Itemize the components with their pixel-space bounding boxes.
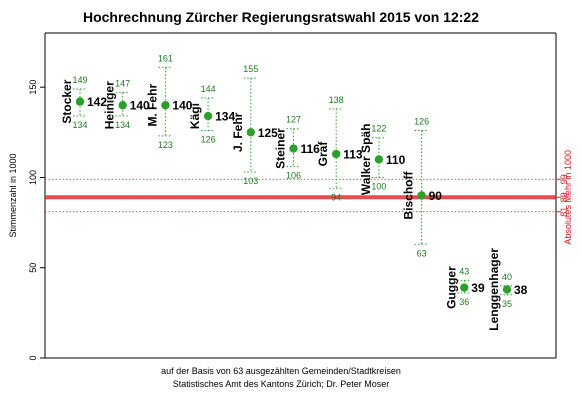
upper-bound-label: 40 <box>502 272 512 282</box>
candidate-point <box>246 128 255 137</box>
candidate-value: 140 <box>130 99 150 113</box>
chart-note: auf der Basis von 63 ausgezählten Gemein… <box>161 366 401 376</box>
candidate-value: 116 <box>301 142 321 156</box>
candidate-point <box>289 144 298 153</box>
candidate-point <box>417 191 426 200</box>
absolute-majority: 81 89 99 <box>45 174 569 217</box>
candidate-mark: 127 106 116 Steiner <box>274 115 321 181</box>
candidate-value: 142 <box>87 95 107 109</box>
lower-bound-label: 100 <box>371 181 386 191</box>
y2-tick-label: 89 <box>559 192 569 202</box>
upper-bound-label: 126 <box>414 117 429 127</box>
upper-bound-label: 149 <box>72 75 87 85</box>
candidate-name: M. Fehr <box>145 84 159 127</box>
candidate-name: Steiner <box>274 128 288 169</box>
candidate-point <box>161 101 170 110</box>
upper-bound-label: 155 <box>243 64 258 74</box>
candidate-mark: 138 94 113 Graf <box>316 95 363 202</box>
upper-bound-label: 122 <box>371 124 386 134</box>
candidate-name: Stocker <box>60 79 74 123</box>
candidate-value: 38 <box>514 283 528 297</box>
y-tick-label: 0 <box>28 355 38 360</box>
candidate-mark: 155 103 125 J. Fehr <box>231 64 278 186</box>
y2-tick-label: 81 <box>559 207 569 217</box>
chart-source: Statistisches Amt des Kantons Zürich; Dr… <box>173 379 390 389</box>
candidate-point <box>374 155 384 164</box>
upper-bound-label: 127 <box>286 115 301 125</box>
candidate-point <box>502 285 512 294</box>
lower-bound-label: 63 <box>417 248 427 258</box>
candidate-point <box>203 111 213 121</box>
upper-bound-label: 161 <box>158 53 173 63</box>
candidate-mark: 161 123 140 M. Fehr <box>145 53 192 150</box>
upper-bound-label: 43 <box>459 266 469 276</box>
lower-bound-label: 126 <box>201 135 216 145</box>
candidate-name: Walker Späh <box>359 124 373 196</box>
candidate-mark: 149 134 142 Stocker <box>60 75 107 130</box>
lower-bound-label: 134 <box>72 120 87 130</box>
candidate-name: Gugger <box>444 266 458 309</box>
candidate-value: 134 <box>215 110 235 124</box>
lower-bound-label: 134 <box>115 120 130 130</box>
y2-axis-label: Absolutes Mehr in 1000 <box>563 150 573 245</box>
candidate-point <box>118 101 127 110</box>
candidate-value: 125 <box>258 126 278 140</box>
upper-bound-label: 144 <box>201 84 216 94</box>
lower-bound-label: 103 <box>243 176 258 186</box>
candidate-name: Graf <box>316 141 330 167</box>
y-tick-label: 50 <box>28 263 38 273</box>
candidate-name: Lenggenhager <box>487 248 501 331</box>
chart-title: Hochrechnung Zürcher Regierungsratswahl … <box>83 9 479 25</box>
candidate-mark: 122 100 110 Walker Späh <box>359 124 406 196</box>
candidate-name: Bischoff <box>402 170 416 219</box>
candidate-value: 39 <box>471 281 485 295</box>
candidate-value: 90 <box>429 189 443 203</box>
lower-bound-label: 36 <box>459 297 469 307</box>
candidate-mark: 144 126 134 Kägi <box>188 84 235 145</box>
y-tick-label: 150 <box>28 80 38 95</box>
candidate-point <box>75 97 85 106</box>
y-tick-label: 100 <box>28 170 38 185</box>
lower-bound-label: 123 <box>158 140 173 150</box>
candidate-name: Kägi <box>188 103 202 129</box>
candidate-name: Heiniger <box>103 81 117 129</box>
lower-bound-label: 94 <box>331 192 341 202</box>
lower-bound-label: 106 <box>286 171 301 181</box>
candidate-value: 113 <box>343 147 363 161</box>
y2-tick-label: 99 <box>559 174 569 184</box>
y-axis-label: Stimmenzahl in 1000 <box>8 153 18 237</box>
y-axis: 0 50 100 150 <box>28 80 45 361</box>
candidate-value: 110 <box>386 153 406 167</box>
upper-bound-label: 147 <box>115 79 130 89</box>
candidate-point <box>460 283 469 292</box>
candidate-point <box>332 149 341 159</box>
lower-bound-label: 35 <box>502 299 512 309</box>
candidate-value: 140 <box>172 99 192 113</box>
upper-bound-label: 138 <box>329 95 344 105</box>
candidate-name: J. Fehr <box>231 112 245 152</box>
candidate-mark: 126 63 90 Bischoff <box>402 117 443 259</box>
